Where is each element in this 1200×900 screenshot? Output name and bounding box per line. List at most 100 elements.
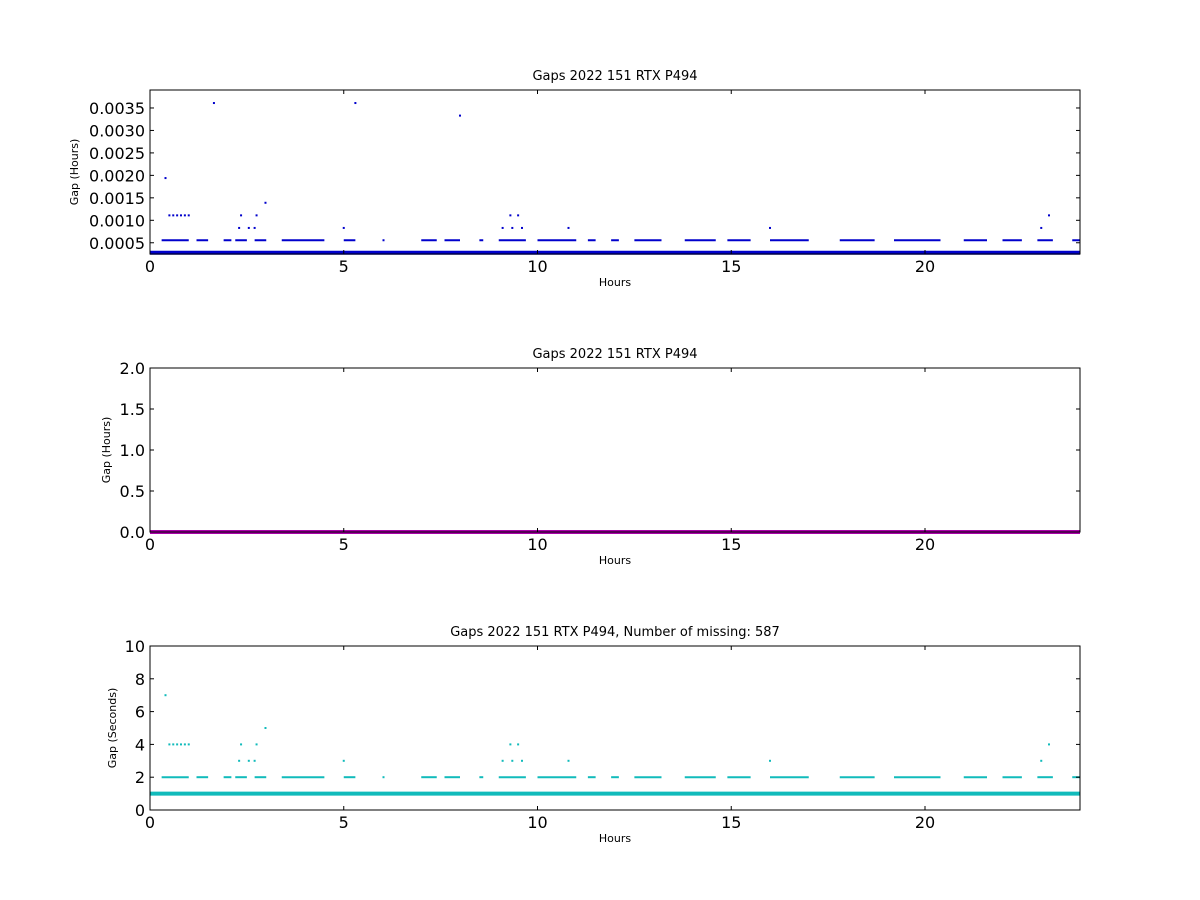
x-tick-label: 10 — [527, 257, 547, 276]
data-point — [521, 759, 523, 762]
data-point — [1040, 226, 1043, 229]
x-tick-label: 20 — [915, 535, 935, 554]
y-tick-label: 0.0025 — [89, 144, 145, 163]
data-point — [521, 226, 523, 229]
data-point — [769, 759, 771, 762]
y-tick-label: 1.5 — [120, 400, 145, 419]
data-point — [517, 214, 520, 217]
y-tick-label: 0.0020 — [89, 166, 145, 185]
y-tick-label: 1.0 — [120, 441, 145, 460]
data-point — [240, 214, 243, 217]
plot-frame — [149, 645, 1081, 811]
data-point — [247, 226, 250, 229]
y-tick-label: 0.0010 — [89, 211, 145, 230]
y-tick-label: 0.0035 — [89, 99, 145, 118]
y-tick-label: 0.0 — [120, 523, 145, 542]
x-axis-label: Hours — [599, 276, 631, 289]
data-point — [342, 226, 345, 229]
y-tick-label: 0.0005 — [89, 234, 145, 253]
chart-title: Gaps 2022 151 RTX P494 — [532, 69, 697, 84]
data-point — [253, 226, 256, 229]
plot-frame — [149, 89, 1081, 255]
plot-area — [150, 368, 1080, 532]
data-point — [264, 201, 267, 204]
data-point — [354, 102, 357, 105]
data-point — [164, 694, 167, 697]
data-point — [501, 759, 504, 762]
y-tick-label: 0.5 — [120, 482, 145, 501]
x-tick-label: 10 — [527, 535, 547, 554]
y-axis-label: Gap (Hours) — [68, 139, 81, 206]
y-tick-label: 0.0030 — [89, 121, 145, 140]
data-point — [511, 759, 514, 762]
data-point — [172, 743, 175, 746]
chart-panel-1: 0 5 10 15 20 0.0005 0.0010 0.0015 0.0020 0.0025 0.… — [68, 69, 1081, 289]
x-tick-label: 0 — [145, 813, 155, 832]
data-point — [264, 727, 267, 729]
x-tick-label: 10 — [527, 813, 547, 832]
data-point — [183, 743, 186, 746]
data-point — [180, 214, 182, 217]
data-point — [769, 226, 771, 229]
data-point — [247, 759, 250, 762]
chart-panel-2: 0 5 10 15 20 0.0 0.5 1.0 1.5 2.0 Gaps 2022 151 RTX… — [100, 347, 1081, 567]
x-tick-label: 15 — [721, 813, 741, 832]
data-point — [501, 226, 504, 229]
y-tick-label: 2.0 — [120, 359, 145, 378]
data-point — [509, 743, 512, 746]
x-tick-label: 15 — [721, 535, 741, 554]
data-point — [1048, 214, 1050, 217]
data-point — [255, 214, 258, 217]
data-point — [459, 114, 461, 117]
data-point — [183, 214, 186, 217]
data-point — [509, 214, 512, 217]
data-point — [517, 743, 520, 746]
data-point — [238, 226, 241, 229]
data-point — [172, 214, 175, 217]
data-point — [187, 743, 190, 746]
y-tick-label: 10 — [125, 637, 145, 656]
chart-title: Gaps 2022 151 RTX P494, Number of missin… — [450, 625, 780, 640]
data-point — [342, 759, 345, 762]
chart-title: Gaps 2022 151 RTX P494 — [532, 347, 697, 362]
data-point — [180, 743, 182, 746]
y-tick-label: 0.0015 — [89, 189, 145, 208]
chart-panel-3: 0 5 10 15 20 0 2 4 6 8 10 Gaps 2022 151 RTX P494, N… — [106, 625, 1081, 845]
y-tick-label: 6 — [135, 703, 145, 722]
y-axis-label: Gap (Hours) — [100, 417, 113, 484]
x-tick-label: 15 — [721, 257, 741, 276]
data-point — [176, 743, 179, 746]
data-point — [238, 759, 241, 762]
x-axis-label: Hours — [599, 832, 631, 845]
x-tick-label: 0 — [145, 535, 155, 554]
x-tick-label: 20 — [915, 257, 935, 276]
x-tick-label: 5 — [339, 535, 349, 554]
data-point — [567, 226, 570, 229]
data-point — [187, 214, 190, 217]
data-point — [164, 177, 167, 180]
y-tick-label: 0 — [135, 801, 145, 820]
data-point — [240, 743, 243, 746]
data-point — [567, 759, 570, 762]
y-axis-label: Gap (Seconds) — [106, 688, 119, 769]
plot-area — [150, 90, 1080, 254]
y-tick-label: 4 — [135, 735, 145, 754]
y-tick-label: 2 — [135, 768, 145, 787]
x-tick-label: 0 — [145, 257, 155, 276]
data-point — [168, 743, 171, 746]
x-axis-label: Hours — [599, 554, 631, 567]
plot-area — [150, 646, 1080, 810]
data-point — [511, 226, 514, 229]
x-tick-label: 20 — [915, 813, 935, 832]
data-point — [168, 214, 171, 217]
data-point — [253, 759, 256, 762]
data-point — [1048, 743, 1050, 746]
data-point — [176, 214, 179, 217]
data-point — [1040, 759, 1043, 762]
y-tick-label: 8 — [135, 670, 145, 689]
data-point — [255, 743, 258, 746]
x-tick-label: 5 — [339, 813, 349, 832]
data-point — [212, 102, 215, 105]
x-tick-label: 5 — [339, 257, 349, 276]
